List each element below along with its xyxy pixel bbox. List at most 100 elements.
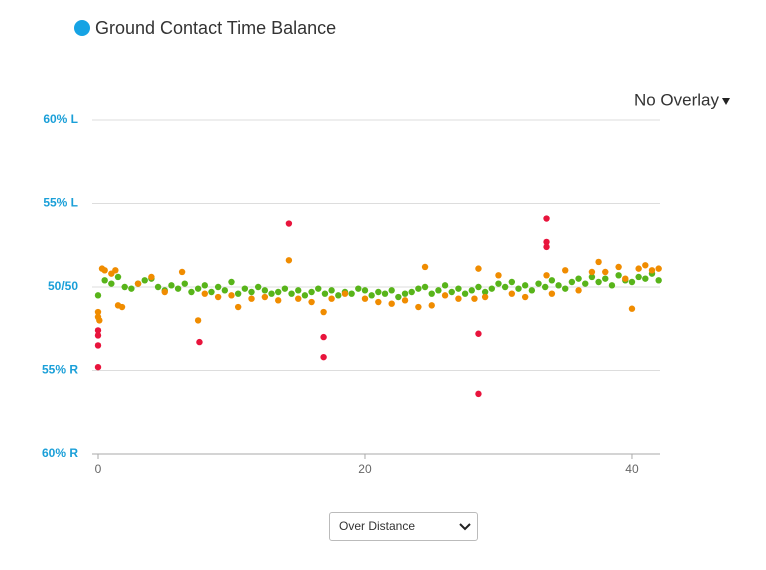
point [642,275,649,282]
point [495,280,502,287]
point [608,282,616,289]
point [535,280,542,287]
point [168,282,175,289]
overlay-arrow[interactable] [722,98,730,105]
point [415,303,422,311]
point [495,272,502,279]
point [361,287,369,294]
point [101,267,108,274]
point [628,305,636,312]
point [588,268,596,276]
point [475,390,482,398]
point [488,285,496,292]
point [541,283,549,291]
point [461,290,469,297]
point [471,295,478,302]
point [320,353,327,361]
point [468,287,475,294]
point [401,297,409,304]
point [408,288,415,296]
point [388,287,395,294]
point [214,283,222,291]
point [208,288,215,296]
point [268,290,275,297]
point [441,292,449,299]
point [281,285,289,292]
chevron[interactable] [459,523,471,531]
y-tick-label: 50/50 [48,279,78,293]
point [622,275,629,282]
point [275,288,282,296]
chart-title: Ground Contact Time Balance [95,18,336,38]
point [96,317,103,324]
point [508,278,516,286]
point [134,280,142,287]
point [543,272,550,279]
point [448,288,455,296]
point [94,342,102,349]
point [201,290,208,297]
point [521,282,529,289]
y-tick-label: 60% L [43,112,78,126]
select-arrow[interactable] [459,523,471,531]
point [275,297,282,304]
point [602,268,609,276]
point [154,283,162,291]
point [194,285,202,292]
point [508,290,516,297]
point [595,278,602,286]
point [221,287,229,294]
point [194,317,202,324]
point [94,308,102,316]
point [543,238,550,246]
point [285,257,293,264]
x-mode-select[interactable]: Over Distance [329,512,478,541]
point [615,263,622,271]
x-mode-label[interactable]: Over Distance [339,519,416,533]
point [543,243,550,251]
point [368,292,375,299]
y-tick-label: 60% R [42,446,78,460]
point [94,363,102,371]
point [441,282,449,289]
point [475,265,482,272]
point [655,277,662,284]
point [141,277,148,284]
point [428,302,435,309]
point [341,290,349,297]
point [320,308,327,316]
point [181,280,188,287]
point [228,292,235,299]
point [261,293,269,301]
point [361,295,369,302]
point [602,275,609,282]
point [108,280,115,287]
point [635,273,642,281]
point [588,273,596,281]
x-tick-label: 0 [95,462,102,476]
point [648,267,656,274]
point [254,283,262,291]
overlay-menu[interactable]: No Overlay [634,90,720,109]
point [642,262,649,269]
point [521,293,529,301]
point [328,287,335,294]
point [295,287,302,294]
point [555,282,562,289]
point [435,287,442,294]
point [248,288,255,296]
point [421,283,429,291]
point [112,267,119,274]
point [481,293,489,301]
point [315,285,322,292]
point [94,327,102,334]
point [285,220,293,227]
point [455,295,462,302]
point [214,293,222,301]
point [375,288,382,296]
point [615,272,622,279]
point [475,330,482,337]
point [288,290,295,297]
title-marker [74,20,90,36]
